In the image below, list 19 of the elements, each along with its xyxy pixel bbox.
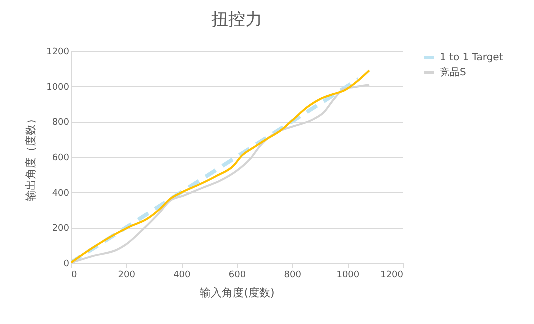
x-tick-label: 1000	[336, 270, 360, 280]
y-tick-label: 400	[52, 188, 70, 199]
y-tick-label: 200	[52, 224, 70, 234]
x-tick-label: 0	[72, 270, 78, 280]
x-axis-title: 输入角度(度数)	[200, 286, 275, 300]
legend-label: 1 to 1 Target	[440, 52, 504, 64]
y-tick-label: 1000	[46, 82, 70, 93]
x-tick-label: 200	[118, 270, 136, 280]
chart-title: 扭控力	[212, 10, 262, 30]
y-tick-label: 600	[52, 154, 70, 164]
x-tick-label: 1200	[380, 270, 404, 280]
legend-label: 竞品S	[440, 66, 466, 78]
x-tick-label: 600	[228, 270, 246, 280]
y-tick-label: 0	[64, 260, 70, 270]
y-tick-label: 800	[52, 118, 70, 128]
y-tick-label: 1200	[46, 48, 70, 58]
y-axis-title: 输出角度（度数）	[24, 114, 38, 202]
x-tick-label: 400	[174, 270, 192, 280]
x-tick-label: 800	[284, 270, 302, 280]
